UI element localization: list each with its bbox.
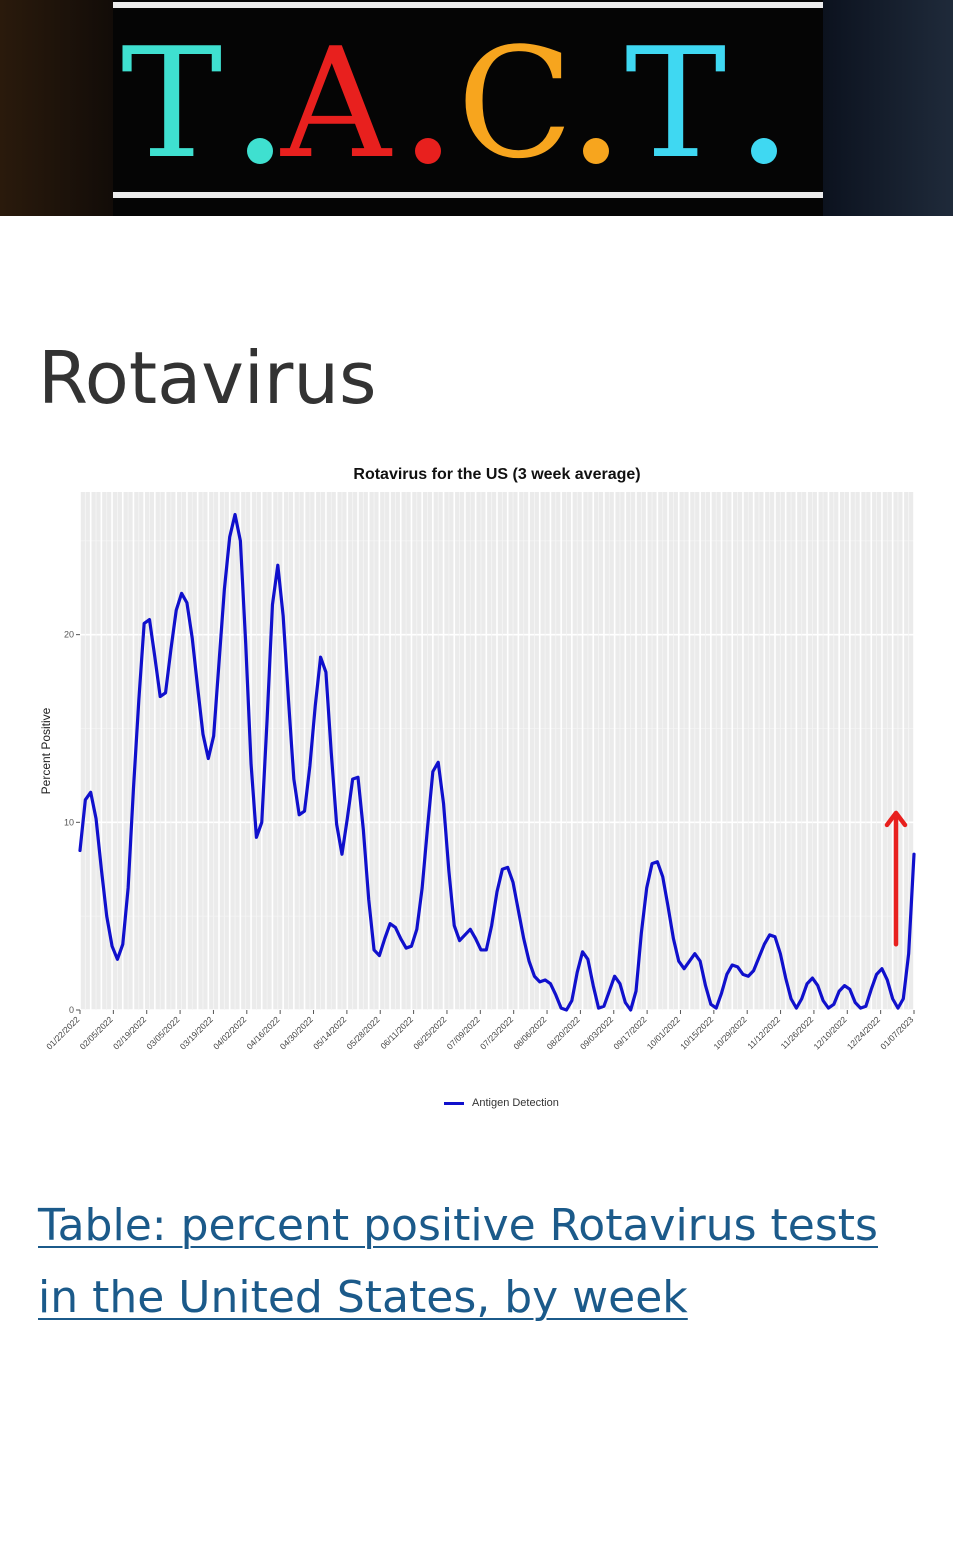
x-tick-label: 01/22/2022	[44, 1014, 81, 1051]
x-tick-label: 03/05/2022	[144, 1014, 181, 1051]
y-tick-label: 10	[64, 817, 74, 827]
page-title: Rotavirus	[38, 336, 377, 420]
x-tick-label: 05/28/2022	[344, 1014, 381, 1051]
y-axis: 0 10 20	[64, 630, 80, 1015]
logo-letter-t2: T	[625, 15, 727, 192]
logo-letter-a: A	[281, 15, 391, 192]
x-tick-label: 09/17/2022	[611, 1014, 648, 1051]
x-tick-label: 08/06/2022	[511, 1014, 548, 1051]
x-tick-label: 12/24/2022	[845, 1014, 882, 1051]
x-tick-label: 05/14/2022	[311, 1014, 348, 1051]
series-line-antigen-detection	[78, 512, 916, 1012]
x-tick-label: 11/12/2022	[745, 1014, 782, 1051]
x-tick-label: 03/19/2022	[178, 1014, 215, 1051]
chart-legend: Antigen Detection	[444, 1094, 559, 1112]
chart-title: Rotavirus for the US (3 week average)	[353, 466, 641, 483]
logo-dot-1	[247, 138, 273, 164]
x-tick-label: 04/30/2022	[278, 1014, 315, 1051]
y-axis-label: Percent Positive	[39, 707, 53, 794]
x-tick-label: 11/26/2022	[779, 1014, 816, 1051]
x-tick-label: 12/10/2022	[812, 1014, 849, 1051]
x-tick-label: 07/09/2022	[445, 1014, 482, 1051]
x-tick-label: 06/25/2022	[411, 1014, 448, 1051]
x-tick-label: 02/19/2022	[111, 1014, 148, 1051]
x-tick-label: 01/07/2023	[878, 1014, 915, 1051]
logo-letter-c: C	[457, 15, 574, 192]
x-tick-label: 10/29/2022	[711, 1014, 748, 1051]
x-tick-label: 10/01/2022	[645, 1014, 682, 1051]
logo-dot-4	[751, 138, 777, 164]
y-tick-label: 20	[64, 630, 74, 640]
legend-swatch	[444, 1101, 464, 1105]
x-tick-label: 06/11/2022	[378, 1014, 415, 1051]
x-tick-label: 04/16/2022	[244, 1014, 281, 1051]
x-tick-label: 02/05/2022	[78, 1014, 115, 1051]
logo-dot-2	[415, 138, 441, 164]
rotavirus-line-chart: 0 10 20 01/22/202202/05/202202/19/202203/0…	[39, 492, 916, 1051]
annotations	[884, 810, 908, 947]
banner: T A C T	[0, 0, 953, 216]
logo-letter-t1: T	[121, 15, 223, 192]
x-tick-label: 07/23/2022	[478, 1014, 515, 1051]
legend-label: Antigen Detection	[472, 1097, 559, 1109]
y-tick-label: 0	[69, 1005, 74, 1015]
table-link[interactable]: Table: percent positive Rotavirus tests …	[38, 1200, 878, 1323]
logo-top-rule	[113, 2, 823, 8]
x-tick-label: 09/03/2022	[578, 1014, 615, 1051]
x-tick-label: 04/02/2022	[211, 1014, 248, 1051]
x-axis: 01/22/202202/05/202202/19/202203/05/2022…	[44, 1010, 916, 1051]
x-tick-label: 08/20/2022	[545, 1014, 582, 1051]
tact-logo: T A C T	[113, 0, 823, 216]
logo-dot-3	[583, 138, 609, 164]
series-lines	[78, 512, 916, 1012]
red-arrow-head	[884, 810, 908, 828]
logo-bottom-rule	[113, 192, 823, 198]
x-tick-label: 10/15/2022	[678, 1014, 715, 1051]
